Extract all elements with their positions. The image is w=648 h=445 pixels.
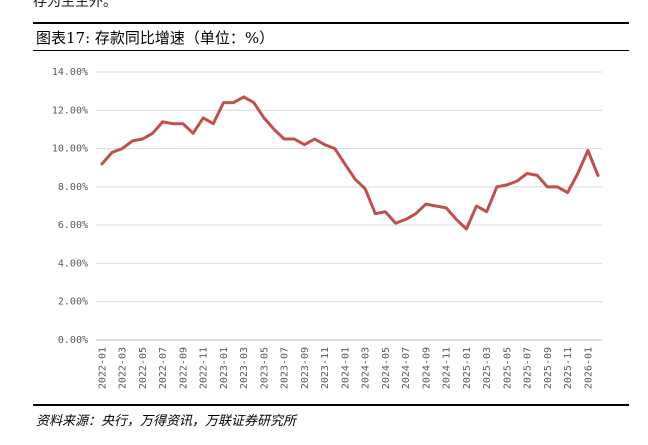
x-tick-label: 2023-09 <box>300 347 311 389</box>
x-tick-label: 2023-03 <box>239 347 250 389</box>
x-tick-label: 2023-11 <box>320 347 331 389</box>
top-rule <box>33 22 629 24</box>
x-tick-label: 2025-07 <box>523 347 534 389</box>
x-tick-label: 2023-07 <box>280 347 291 389</box>
y-tick-label: 8.00% <box>58 182 88 193</box>
x-tick-label: 2024-05 <box>381 347 392 389</box>
y-tick-label: 10.00% <box>52 144 88 155</box>
x-tick-label: 2025-03 <box>482 347 493 389</box>
y-tick-label: 6.00% <box>58 220 88 231</box>
x-tick-label: 2026-01 <box>583 347 594 389</box>
x-tick-label: 2025-01 <box>462 347 473 389</box>
y-tick-label: 14.00% <box>52 67 88 78</box>
x-tick-label: 2025-05 <box>502 347 513 389</box>
x-tick-label: 2025-09 <box>543 347 554 389</box>
x-tick-label: 2022-01 <box>98 347 109 389</box>
deposit-growth-line <box>100 95 600 231</box>
x-tick-label: 2022-03 <box>118 347 129 389</box>
x-tick-label: 2025-11 <box>563 347 574 389</box>
x-tick-label: 2024-07 <box>401 347 412 389</box>
x-tick-label: 2022-11 <box>199 347 210 389</box>
x-tick-label: 2024-01 <box>340 347 351 389</box>
y-tick-label: 2.00% <box>58 297 88 308</box>
y-tick-label: 4.00% <box>58 258 88 269</box>
x-tick-label: 2024-03 <box>361 347 372 389</box>
x-tick-label: 2022-07 <box>158 347 169 389</box>
y-tick-label: 12.00% <box>52 105 88 116</box>
title-rule <box>33 50 629 51</box>
source-note: 资料来源：央行，万得资讯，万联证券研究所 <box>36 414 297 429</box>
chart-title: 图表17: 存款同比增速（单位：%） <box>36 29 275 47</box>
x-tick-label: 2024-11 <box>442 347 453 389</box>
x-tick-label: 2022-09 <box>178 347 189 389</box>
header-fragment: 存为生主外。 <box>33 0 117 10</box>
bottom-rule <box>33 404 629 406</box>
x-tick-label: 2023-05 <box>259 347 270 389</box>
x-tick-label: 2022-05 <box>138 347 149 389</box>
x-tick-label: 2023-01 <box>219 347 230 389</box>
y-tick-label: 0.00% <box>58 335 88 346</box>
x-tick-label: 2024-09 <box>421 347 432 389</box>
